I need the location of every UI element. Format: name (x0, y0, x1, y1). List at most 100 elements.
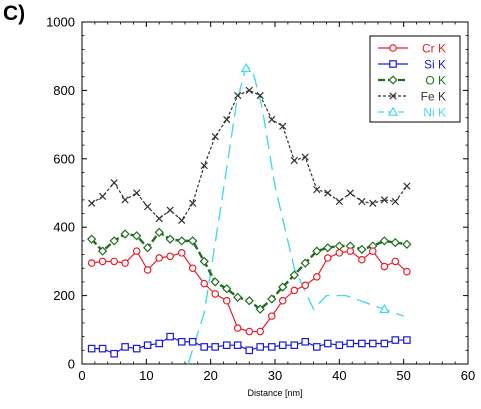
data-point (177, 337, 186, 346)
data-point (256, 91, 264, 100)
data-point (166, 206, 174, 214)
data-point (97, 246, 108, 256)
data-point (110, 349, 118, 358)
data-point (120, 229, 130, 239)
data-point (222, 341, 231, 349)
data-point (256, 343, 265, 351)
legend: Cr K Si K O K Fe K Ni K (369, 35, 461, 123)
data-point (142, 243, 153, 253)
data-point (87, 259, 96, 267)
data-point (290, 341, 299, 349)
data-point (290, 156, 298, 165)
data-point (200, 343, 209, 351)
data-point (357, 244, 367, 255)
data-point (188, 337, 197, 346)
x-axis-label: Distance [nm] (247, 388, 302, 398)
data-point (245, 346, 254, 355)
data-point (121, 343, 129, 351)
data-point (403, 336, 411, 344)
data-point (278, 296, 287, 305)
data-point (177, 249, 186, 257)
data-point (358, 339, 366, 348)
data-point (233, 341, 242, 349)
series-fe-k (88, 86, 411, 224)
series-cr-k (87, 247, 411, 336)
data-point (369, 199, 377, 207)
data-point (380, 262, 389, 271)
data-point (256, 327, 265, 336)
series-o-k (87, 227, 412, 314)
data-point (389, 60, 397, 68)
data-point (301, 281, 310, 290)
data-point (390, 237, 400, 248)
x-tick-label: 10 (139, 368, 153, 383)
data-point (240, 62, 252, 72)
data-point (301, 337, 310, 346)
data-point (234, 91, 242, 100)
series-line (91, 250, 408, 333)
data-point (188, 264, 197, 273)
data-point (313, 343, 321, 351)
x-tick-label: 20 (203, 368, 217, 383)
data-point (389, 92, 397, 100)
data-point (267, 294, 277, 304)
data-point (154, 227, 164, 237)
data-point (391, 257, 400, 266)
x-tick-label: 30 (268, 368, 282, 383)
x-tick-label: 60 (461, 368, 475, 383)
data-point (210, 277, 220, 287)
data-point (335, 197, 343, 206)
data-point (132, 247, 141, 255)
data-point (313, 272, 321, 281)
data-point (346, 189, 354, 197)
data-point (110, 257, 118, 266)
data-point (279, 122, 287, 130)
y-tick-label: 400 (53, 220, 75, 235)
data-point (211, 343, 219, 351)
y-tick-label: 200 (53, 288, 75, 303)
data-point (155, 254, 164, 262)
data-point (166, 252, 174, 261)
data-point (155, 215, 163, 223)
data-point (222, 284, 232, 294)
legend-label: Cr K (422, 42, 446, 56)
data-point (133, 189, 141, 197)
data-point (403, 267, 411, 276)
data-point (324, 189, 332, 197)
data-point (98, 192, 107, 201)
series-line (91, 89, 408, 222)
data-point (387, 106, 399, 116)
data-point (166, 332, 174, 341)
data-point (368, 339, 377, 348)
data-point (346, 339, 355, 348)
data-point (323, 339, 332, 348)
legend-label: Si K (424, 58, 446, 72)
data-point (255, 304, 265, 314)
data-point (402, 239, 412, 249)
data-point (335, 249, 344, 257)
data-point (233, 324, 242, 332)
data-point (278, 341, 287, 349)
x-tick-label: 0 (78, 368, 85, 383)
data-point (223, 115, 231, 124)
legend-label: O K (425, 74, 446, 88)
data-point (358, 255, 366, 264)
data-point (379, 303, 390, 314)
data-point (165, 234, 175, 244)
data-point (391, 336, 400, 344)
y-tick-label: 1000 (46, 15, 75, 30)
panel-label: C) (3, 2, 26, 25)
data-point (379, 236, 390, 246)
series-ni-k (187, 62, 404, 365)
data-point (244, 296, 254, 306)
data-point (109, 236, 119, 246)
data-point (87, 234, 97, 244)
data-point (403, 182, 411, 190)
series-si-k (87, 332, 411, 358)
data-point (188, 236, 198, 246)
data-point (87, 344, 96, 353)
data-point (368, 247, 377, 255)
data-point (301, 153, 309, 161)
series-line (187, 65, 404, 365)
data-point (143, 266, 152, 274)
